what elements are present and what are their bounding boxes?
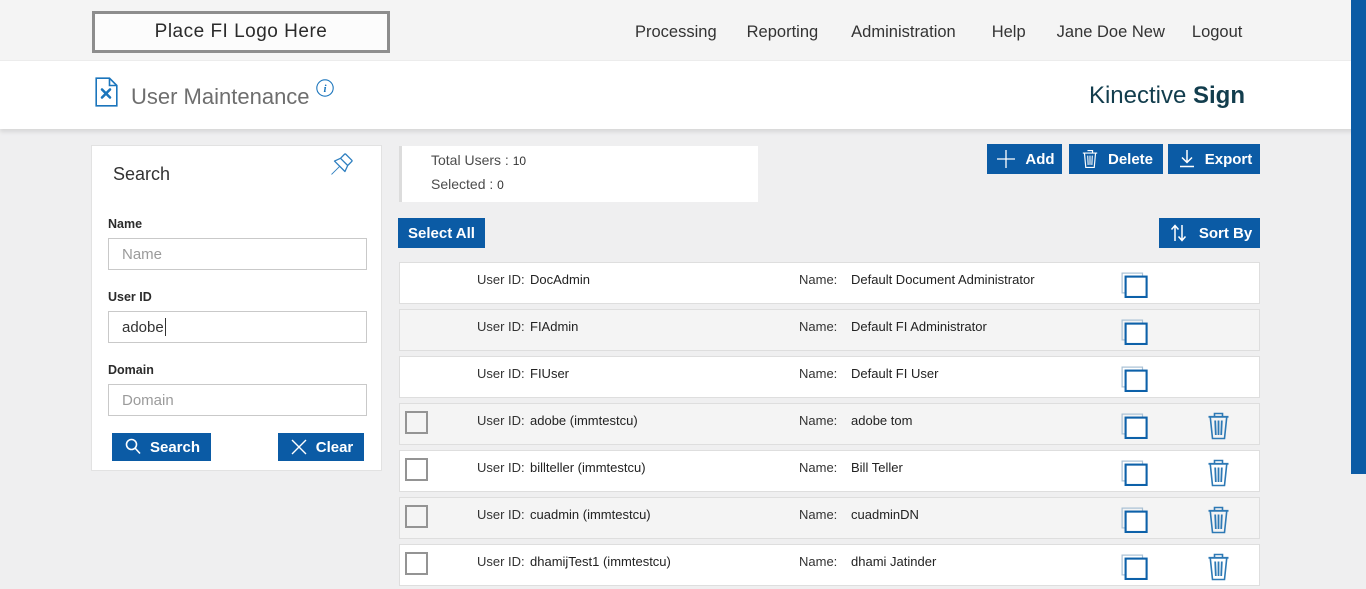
svg-text:i: i <box>323 83 327 95</box>
